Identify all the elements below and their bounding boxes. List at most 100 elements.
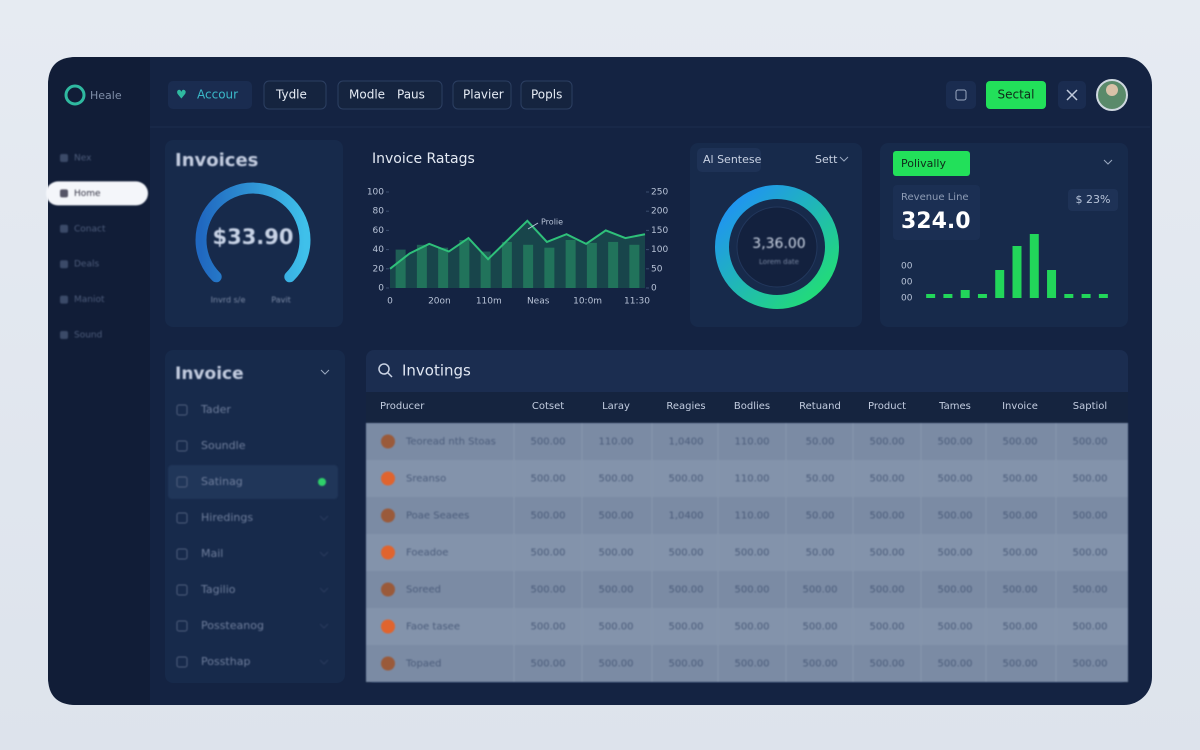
search-icon [378, 363, 390, 375]
icon-button[interactable] [946, 81, 976, 109]
column-header: Bodlies [734, 401, 770, 412]
list-item: Possthap [201, 655, 250, 668]
button[interactable] [893, 151, 970, 176]
cell: 500.00 [803, 585, 838, 596]
row-avatar [381, 619, 395, 634]
list-item: Soundle [201, 439, 246, 452]
chevron [1103, 159, 1113, 165]
column-header: Invoice [1002, 401, 1038, 412]
nav-button[interactable] [520, 80, 573, 110]
cell: 500.00 [870, 659, 905, 670]
cell: 500.00 [1003, 622, 1038, 633]
bar [501, 241, 512, 288]
chevron [839, 156, 849, 162]
donut [715, 185, 839, 309]
bar [544, 247, 555, 288]
cell: 500.00 [531, 511, 566, 522]
cell: 500.00 [1073, 659, 1108, 670]
stat-value: 324.0 [901, 209, 971, 234]
sidebar-item: Sound [74, 331, 102, 341]
cell: 500.00 [870, 437, 905, 448]
chip [1068, 189, 1118, 211]
y2-tick-label: 200 [651, 207, 668, 217]
sidebar-icon [60, 331, 68, 339]
annotation-line [527, 222, 539, 230]
bar [1047, 270, 1057, 298]
y-tick-label: 00 [901, 278, 913, 288]
sidebar-item: Conact [74, 224, 106, 234]
cell: 500.00 [669, 548, 704, 559]
list-icon [176, 620, 188, 632]
cell: 500.00 [531, 585, 566, 596]
gauge-value: $33.90 [212, 225, 293, 249]
chevron [319, 551, 329, 557]
cell: 1,0400 [669, 511, 704, 522]
cell: 500.00 [1073, 585, 1108, 596]
sidebar-active [46, 181, 148, 206]
filter-label[interactable]: Sett [815, 153, 838, 166]
cell: 110.00 [735, 511, 770, 522]
cell: 500.00 [870, 622, 905, 633]
nav-button[interactable] [337, 80, 443, 110]
row-avatar [381, 508, 395, 523]
action-button[interactable] [986, 81, 1046, 109]
icon [955, 89, 967, 101]
cell: 50.00 [806, 548, 835, 559]
nav-button[interactable] [452, 80, 512, 110]
table: Producer Cotset Laray Reagies Bodlies Retuand… [366, 401, 1128, 682]
cell: 500.00 [1003, 474, 1038, 485]
list-icon [176, 584, 188, 596]
list-icon [176, 656, 188, 668]
bar [395, 249, 406, 288]
bar [926, 294, 936, 298]
search-icon [387, 372, 393, 378]
cell: 1,0400 [669, 437, 704, 448]
cell: 500.00 [870, 511, 905, 522]
bar [1012, 246, 1022, 298]
cell: 500.00 [1003, 437, 1038, 448]
gauge-label: Pavit [271, 296, 290, 305]
cell: 110.00 [735, 437, 770, 448]
stat-label: Revenue Line [901, 192, 969, 203]
bar [1029, 234, 1039, 298]
y2-tick-label: 150 [651, 226, 668, 236]
gauge-label: Invrd s/e [211, 296, 246, 305]
stat-box [893, 185, 980, 240]
y-tick-label: 20 [373, 264, 385, 274]
row-avatar [381, 582, 395, 597]
cell: 500.00 [669, 474, 704, 485]
table-row [366, 460, 1128, 497]
close-icon [1066, 89, 1078, 101]
cell: 500.00 [870, 548, 905, 559]
cell: 500.00 [938, 659, 973, 670]
cell: 500.00 [599, 622, 634, 633]
x-tick-label: 110m [476, 297, 502, 307]
column-header: Producer [380, 401, 425, 412]
logo-icon [64, 84, 86, 106]
cell: 500.00 [803, 622, 838, 633]
cell: 110.00 [599, 437, 634, 448]
tab[interactable] [697, 148, 761, 172]
nav-button[interactable] [168, 81, 252, 109]
cell: 50.00 [806, 511, 835, 522]
list-icon [176, 440, 188, 452]
cell-name: Soreed [406, 585, 441, 596]
nav-label: Plavier [463, 88, 504, 102]
nav-button[interactable] [263, 80, 327, 110]
bar [459, 240, 470, 288]
avatar-face [1106, 84, 1118, 96]
y-tick-label: 0 [378, 284, 384, 294]
cell: 500.00 [1073, 474, 1108, 485]
tab-label: Al Sentese [703, 153, 762, 166]
list-item: Possteanog [201, 619, 264, 632]
cell: 500.00 [938, 511, 973, 522]
sidebar [48, 57, 150, 705]
sidebar-item: Nex [74, 154, 92, 164]
cell: 500.00 [938, 585, 973, 596]
table-row [366, 497, 1128, 534]
bar [1081, 294, 1091, 298]
y-tick-label: 40 [373, 245, 385, 255]
x-tick-label: 10:0m [573, 297, 602, 307]
row-avatar [381, 434, 395, 449]
